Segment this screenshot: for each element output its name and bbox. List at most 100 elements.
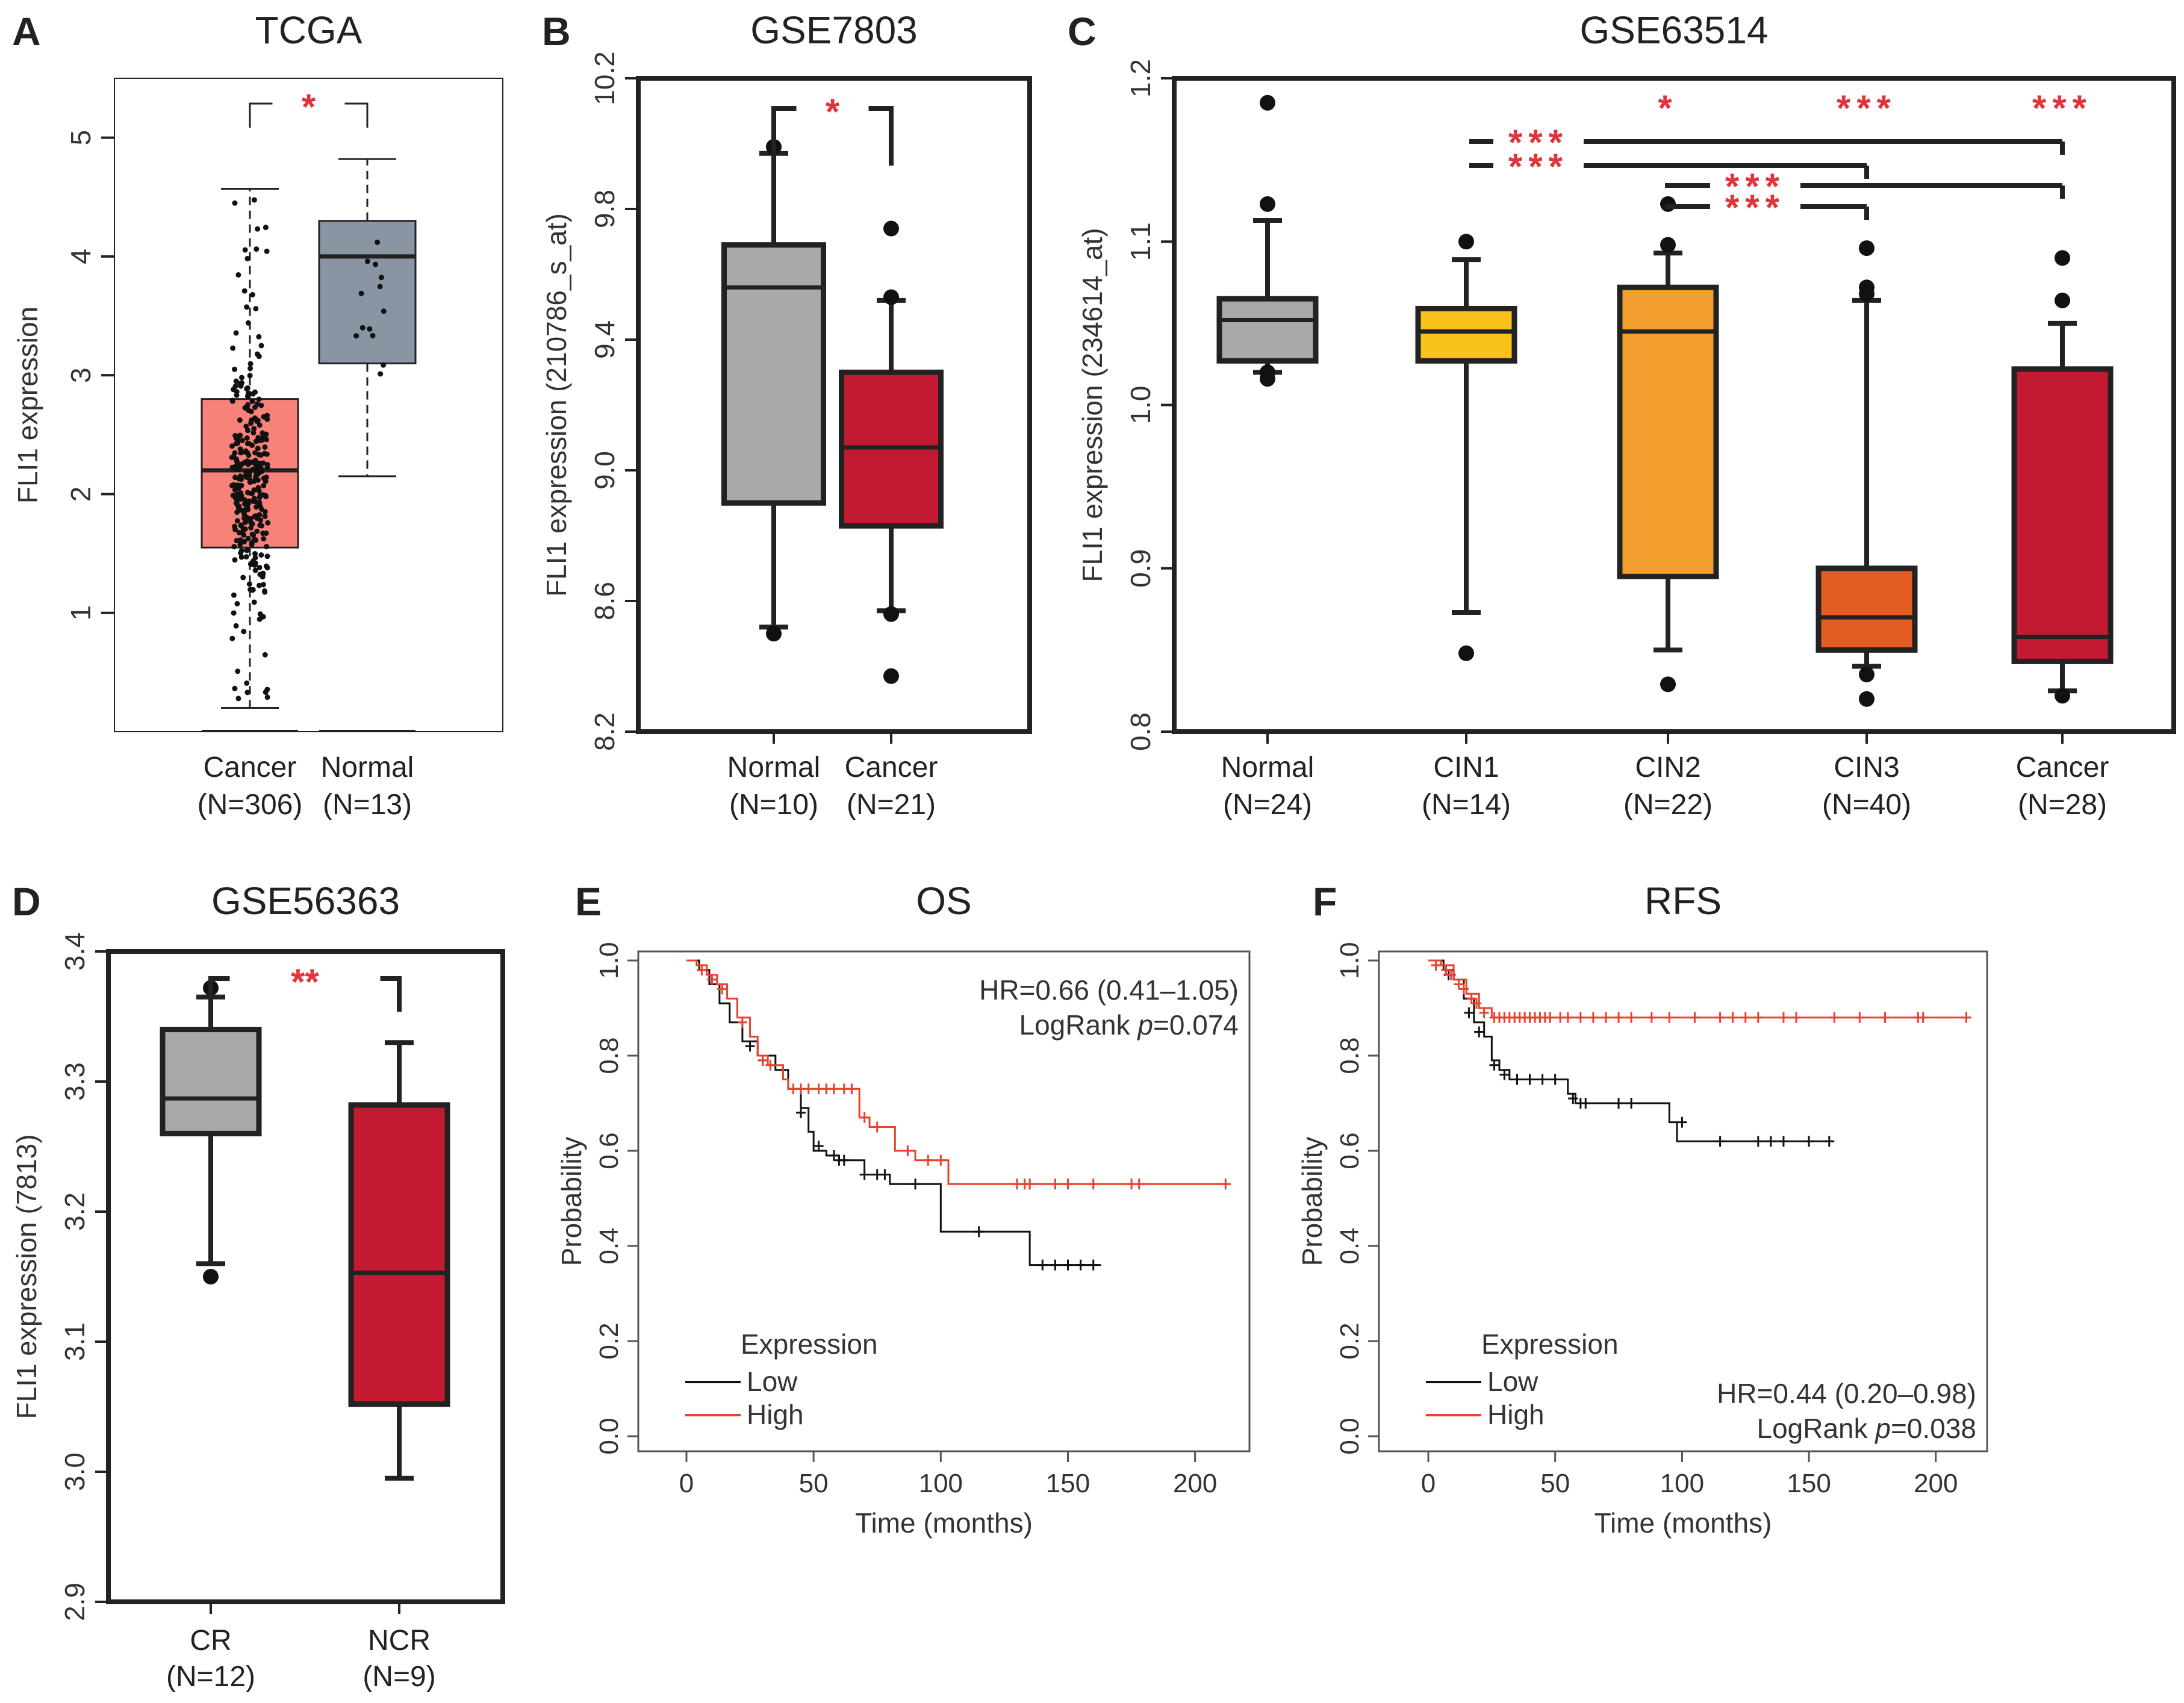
jitter-point: [364, 258, 370, 264]
outlier-point: [2055, 688, 2070, 704]
censor-mark-low: [880, 1169, 890, 1180]
jitter-point: [229, 635, 235, 641]
jitter-point: [232, 432, 238, 438]
jitter-point: [264, 248, 270, 254]
legend-label-low: Low: [747, 1366, 798, 1397]
legend-label-high: High: [747, 1399, 804, 1430]
jitter-point: [239, 375, 245, 381]
box-cin1: [1415, 305, 1517, 364]
censor-mark-high: [1454, 979, 1464, 990]
censor-mark-high: [1446, 969, 1456, 980]
jitter-point: [252, 389, 258, 395]
category-n-label: (N=14): [1422, 789, 1511, 821]
censor-mark-high: [697, 964, 707, 976]
outlier-point: [1260, 196, 1275, 212]
censor-mark-high: [1829, 1012, 1840, 1023]
censor-mark-low: [1537, 1074, 1548, 1085]
category-label: Cancer: [845, 752, 938, 783]
outlier-point: [1859, 279, 1874, 296]
panel-letter-a: A: [12, 9, 41, 54]
plot-frame: [637, 950, 1251, 1452]
jitter-point: [258, 402, 264, 408]
jitter-point: [256, 334, 262, 340]
jitter-point: [250, 532, 257, 538]
logrank-p-symbol: p: [1136, 1009, 1153, 1041]
significance-bracket-left: [771, 106, 797, 166]
jitter-point: [245, 535, 251, 541]
jitter-point: [232, 366, 238, 372]
y-tick-label: 1.0: [1335, 942, 1364, 979]
censor-mark-high: [1221, 1178, 1231, 1190]
jitter-point: [381, 362, 387, 368]
category-label: NCR: [368, 1625, 431, 1657]
censor-mark-low: [1753, 1136, 1763, 1147]
category-n-label: (N=22): [1623, 789, 1713, 821]
censor-mark-high: [1715, 1012, 1725, 1023]
jitter-point: [257, 564, 263, 570]
category-n-label: (N=12): [166, 1661, 255, 1693]
jitter-point: [254, 246, 260, 252]
plot-frame: [1378, 950, 1988, 1452]
outlier-point: [883, 220, 899, 237]
censor-mark-high: [1459, 983, 1469, 995]
jitter-point: [238, 523, 244, 529]
jitter-point: [238, 554, 244, 560]
jitter-point: [232, 557, 238, 563]
y-tick-label: 0.6: [594, 1132, 624, 1169]
category-label: CIN1: [1433, 752, 1499, 783]
jitter-point: [232, 685, 238, 691]
jitter-point: [251, 496, 257, 502]
box-cin3: [1815, 565, 1918, 653]
panel-c-gse63514: C GSE63514 0.8 0.9 1.0 1.1 1.2 FLI1 expression …: [1068, 8, 2176, 821]
jitter-point: [257, 582, 263, 588]
km-curve-low: [1428, 959, 1835, 1142]
jitter-point: [358, 290, 364, 296]
jitter-point: [248, 515, 254, 521]
category-n-label: (N=28): [2018, 789, 2107, 821]
chart-title: GSE63514: [1579, 8, 1768, 52]
censor-mark-high: [803, 1083, 814, 1095]
box-cancer: [2011, 366, 2114, 664]
y-tick-label: 5: [65, 130, 96, 146]
x-axis-label: Time (months): [855, 1507, 1033, 1539]
box-cin2: [1617, 284, 1719, 579]
censor-mark-high: [1646, 1012, 1657, 1023]
censor-mark-low: [1677, 1116, 1687, 1128]
significance-stars: **: [291, 962, 319, 1002]
outlier-point: [1859, 667, 1874, 683]
jitter-point: [260, 582, 266, 588]
censor-mark-high: [903, 1145, 913, 1156]
y-tick-label: 0.0: [594, 1418, 624, 1454]
jitter-point: [233, 623, 239, 629]
category-label: Cancer: [2016, 752, 2109, 783]
y-tick-label: 0.0: [1335, 1418, 1364, 1454]
jitter-point: [265, 520, 271, 526]
jitter-point: [243, 473, 249, 479]
significance-bracket-left: [208, 976, 230, 1012]
chart-title: OS: [916, 879, 971, 923]
jitter-point: [234, 458, 240, 464]
jitter-point: [244, 255, 250, 261]
jitter-point: [359, 325, 366, 331]
censor-mark-high: [1601, 1012, 1611, 1023]
jitter-point: [244, 435, 250, 441]
multi-bracket-stars: ***: [1508, 122, 1569, 163]
logrank-prefix: LogRank: [1757, 1413, 1876, 1444]
jitter-point: [252, 555, 258, 561]
censor-mark-low: [1038, 1259, 1048, 1271]
jitter-point: [232, 450, 238, 456]
box-cr: [160, 1027, 262, 1136]
jitter-point: [248, 408, 254, 414]
censor-mark-high: [1961, 1012, 1971, 1023]
jitter-point: [258, 506, 264, 512]
km-curve-high: [686, 959, 1231, 1185]
censor-mark-low: [910, 1178, 921, 1190]
jitter-point: [242, 405, 248, 411]
jitter-point: [236, 505, 242, 511]
jitter-point: [262, 444, 268, 450]
jitter-point: [246, 581, 252, 587]
censor-mark-high: [1088, 1178, 1098, 1190]
y-tick-label: 0.6: [1335, 1132, 1364, 1169]
jitter-point: [253, 306, 259, 312]
jitter-point: [264, 553, 270, 559]
